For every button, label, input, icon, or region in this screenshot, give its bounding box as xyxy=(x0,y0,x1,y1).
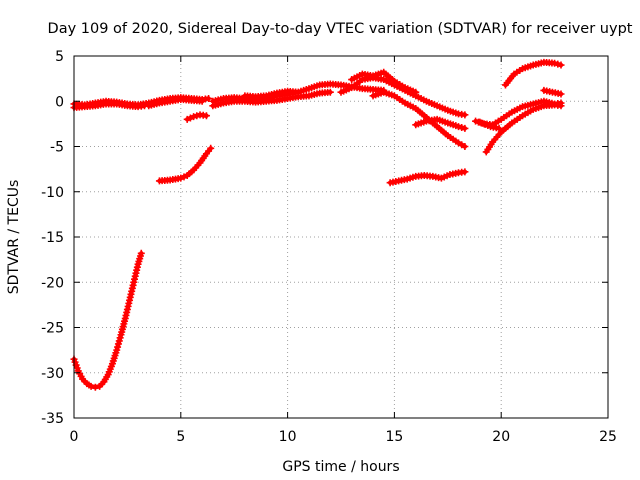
series-arc-19 xyxy=(476,118,503,132)
series-arc-5 xyxy=(183,111,210,123)
series-markers xyxy=(348,68,420,96)
y-tick-label: -30 xyxy=(41,366,64,382)
data-series xyxy=(70,58,565,391)
y-tick-label: 0 xyxy=(55,94,64,110)
series-arc-9 xyxy=(241,87,302,101)
series-markers xyxy=(386,168,469,187)
series-line xyxy=(71,251,144,390)
x-tick-label: 15 xyxy=(385,429,403,445)
series-arc-1 xyxy=(70,249,145,391)
series-arc-12 xyxy=(369,88,469,150)
x-axis-label: GPS time / hours xyxy=(282,459,399,475)
series-arc-8 xyxy=(209,88,334,110)
series-markers xyxy=(145,95,206,110)
series-arc-13 xyxy=(412,115,469,132)
y-tick-label: -10 xyxy=(41,185,64,201)
x-tick-label: 5 xyxy=(176,429,185,445)
series-markers xyxy=(70,249,145,391)
series-markers xyxy=(482,101,565,156)
y-tick-label: -20 xyxy=(41,275,64,291)
y-tick-label: -25 xyxy=(41,321,64,337)
series-markers xyxy=(209,88,334,110)
axis-ticks: 0 5 10 15 20 25 5 0 -5 -10 -15 -20 -25 -30 -35 xyxy=(41,49,617,445)
series-markers xyxy=(476,118,503,132)
series-markers xyxy=(412,115,469,132)
x-tick-label: 10 xyxy=(279,429,297,445)
series-markers xyxy=(155,144,215,185)
x-tick-label: 25 xyxy=(599,429,617,445)
series-markers xyxy=(183,111,210,123)
y-tick-label: -15 xyxy=(41,230,64,246)
series-markers xyxy=(501,58,565,89)
series-markers xyxy=(540,86,565,98)
series-markers xyxy=(337,74,469,119)
series-arc-4 xyxy=(145,95,206,110)
series-markers xyxy=(241,87,302,101)
y-tick-label: -5 xyxy=(50,140,64,156)
x-tick-label: 20 xyxy=(492,429,510,445)
series-arc-14 xyxy=(386,168,469,187)
series-arc-10 xyxy=(337,74,469,119)
y-tick-label: 5 xyxy=(55,49,64,65)
series-arc-17 xyxy=(501,58,565,89)
y-axis-label: SDTVAR / TECUs xyxy=(6,180,22,295)
series-arc-16 xyxy=(482,101,565,156)
chart-title: Day 109 of 2020, Sidereal Day-to-day VTE… xyxy=(48,21,633,37)
series-arc-6 xyxy=(155,144,215,185)
series-arc-18 xyxy=(540,86,565,98)
x-tick-label: 0 xyxy=(70,429,79,445)
series-markers xyxy=(369,88,469,150)
y-tick-label: -35 xyxy=(41,411,64,427)
series-arc-11 xyxy=(348,68,420,96)
